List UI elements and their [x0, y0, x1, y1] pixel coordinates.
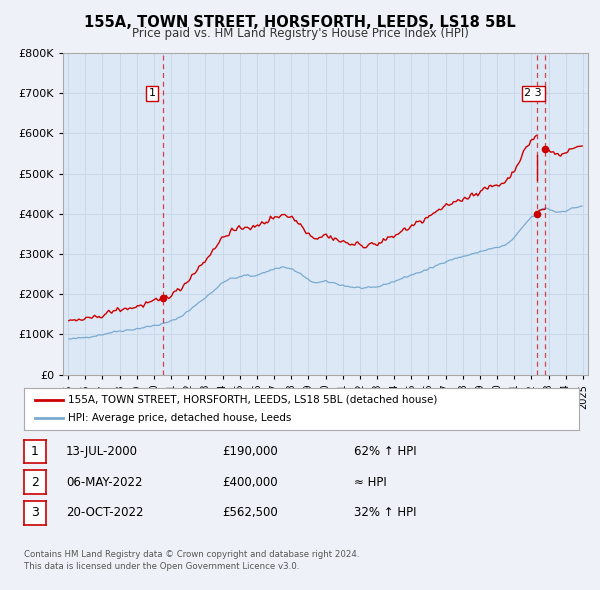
Text: £190,000: £190,000: [222, 445, 278, 458]
Text: 32% ↑ HPI: 32% ↑ HPI: [354, 506, 416, 519]
Text: 1: 1: [149, 88, 156, 99]
Text: 13-JUL-2000: 13-JUL-2000: [66, 445, 138, 458]
Text: 62% ↑ HPI: 62% ↑ HPI: [354, 445, 416, 458]
Text: 3: 3: [31, 506, 39, 519]
Text: 155A, TOWN STREET, HORSFORTH, LEEDS, LS18 5BL: 155A, TOWN STREET, HORSFORTH, LEEDS, LS1…: [84, 15, 516, 30]
Text: Price paid vs. HM Land Registry's House Price Index (HPI): Price paid vs. HM Land Registry's House …: [131, 27, 469, 40]
Text: 1: 1: [31, 445, 39, 458]
Text: HPI: Average price, detached house, Leeds: HPI: Average price, detached house, Leed…: [68, 413, 292, 423]
Text: 2: 2: [31, 476, 39, 489]
Text: £562,500: £562,500: [222, 506, 278, 519]
Text: 20-OCT-2022: 20-OCT-2022: [66, 506, 143, 519]
Text: This data is licensed under the Open Government Licence v3.0.: This data is licensed under the Open Gov…: [24, 562, 299, 571]
Text: 155A, TOWN STREET, HORSFORTH, LEEDS, LS18 5BL (detached house): 155A, TOWN STREET, HORSFORTH, LEEDS, LS1…: [68, 395, 438, 405]
Text: ≈ HPI: ≈ HPI: [354, 476, 387, 489]
Text: 2 3: 2 3: [524, 88, 542, 99]
Text: £400,000: £400,000: [222, 476, 278, 489]
Text: 06-MAY-2022: 06-MAY-2022: [66, 476, 143, 489]
Text: Contains HM Land Registry data © Crown copyright and database right 2024.: Contains HM Land Registry data © Crown c…: [24, 550, 359, 559]
